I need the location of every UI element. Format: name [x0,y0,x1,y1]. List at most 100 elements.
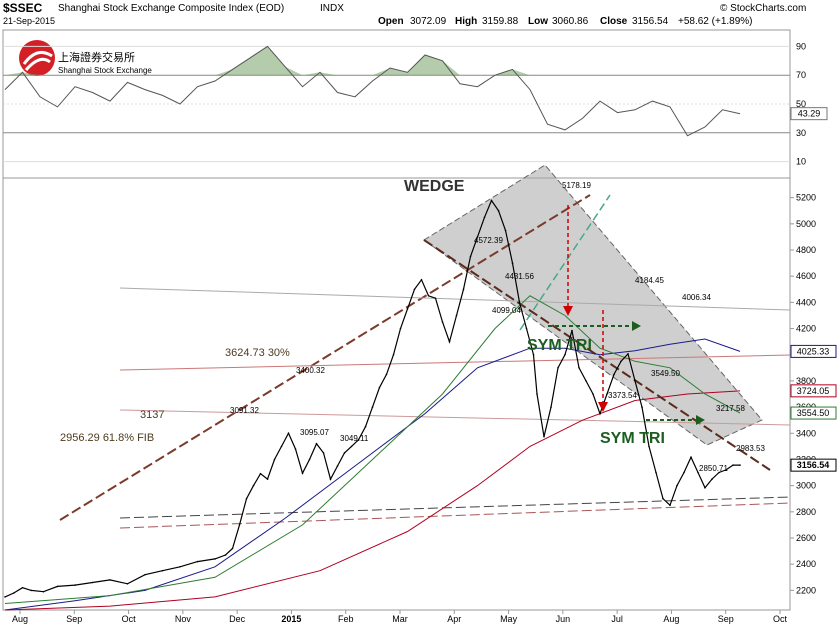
low-label: Low [528,16,548,27]
trendline-gray-3 [119,409,791,426]
point-price-61 [543,435,545,438]
point-price-89 [739,464,741,466]
point-price-73 [627,353,629,355]
rsi-tick-label-10: 10 [796,157,806,167]
y-tick-label-4200: 4200 [796,324,816,334]
x-label-13: Sep [718,614,734,624]
point-price-37 [378,386,381,389]
point-price-75 [641,406,643,408]
point-price-57 [518,301,521,304]
point-price-29 [322,452,325,454]
point-price-74 [634,380,636,382]
point-price-54 [497,209,500,212]
point-price-4 [42,590,45,593]
red-arrow-2-head [598,402,608,412]
point-price-69 [599,412,601,415]
point-price-84 [704,487,706,489]
x-label-1: Sep [66,614,82,624]
rsi-last-box [790,107,828,121]
point-price-82 [690,456,692,459]
point-price-67 [585,380,587,382]
chart-layers: 2200240026002800300032003400360038004000… [3,41,837,624]
point-price-47 [448,341,451,343]
trendline-gray-1 [119,287,791,311]
high-value: 3159.88 [482,16,519,27]
point-price-43 [420,279,423,281]
close-value: 3156.54 [632,16,669,27]
open-label: Open [378,16,404,27]
point-price-42 [413,288,416,291]
sse-logo-swoosh-icon [22,50,53,72]
red-arrow-1-head [563,306,573,316]
label-3549: 3549.50 [651,369,680,378]
point-price-65 [571,329,573,332]
y-tick-label-4800: 4800 [796,245,816,255]
point-price-68 [592,393,594,395]
y-tick-label-2400: 2400 [796,559,816,569]
label-2983: 2983.53 [736,444,765,453]
point-price-70 [606,393,608,395]
y-tick-label-5200: 5200 [796,193,816,203]
x-label-10: Jun [556,614,571,624]
point-price-55 [504,229,507,232]
point-price-58 [525,327,528,330]
x-label-6: Feb [338,614,354,624]
fib-30-label: 3624.73 30% [225,347,290,359]
point-price-78 [662,497,664,500]
point-price-2 [21,586,24,589]
point-price-85 [711,478,713,480]
point-price-83 [697,471,699,474]
point-price-22 [273,458,276,461]
label-5178: 5178.19 [562,181,591,190]
point-price-17 [238,524,241,526]
point-price-39 [392,353,395,356]
point-price-27 [308,458,311,461]
point-price-44 [427,295,430,297]
green-arrow-1-head [632,321,641,331]
level-3137-label: 3137 [140,409,164,421]
price-point-labels: 5178.19 4572.39 4431.56 4099.04 4184.45 … [230,181,765,473]
y-tick-label-3000: 3000 [796,481,816,491]
rsi-last-value: 43.29 [798,109,821,119]
label-4184: 4184.45 [635,276,664,285]
green-arrow-2-head [696,415,705,425]
logo-en-text: Shanghai Stock Exchange [58,66,152,75]
close-label: Close [600,16,628,27]
point-price-88 [732,464,734,466]
last-value-box-price [790,458,837,472]
point-price-49 [462,288,465,291]
x-label-2: Oct [122,614,137,624]
point-price-46 [441,321,444,323]
point-price-9 [126,583,129,585]
x-label-8: Apr [447,614,461,624]
point-price-8 [109,579,111,581]
point-price-64 [564,353,566,356]
label-2850: 2850.71 [699,464,728,473]
change-value: +58.62 (+1.89%) [678,16,753,27]
open-value: 3072.09 [410,16,447,27]
point-price-40 [399,327,402,330]
last-value-box-ma_green [790,406,837,420]
point-price-25 [294,448,297,450]
point-price-20 [259,472,262,475]
point-price-28 [315,442,318,445]
ohlc-readout: Open 3072.09 High 3159.88 Low 3060.86 Cl… [378,16,753,27]
point-price-41 [406,308,409,310]
series-ma_red [4,390,741,611]
point-price-81 [683,471,685,474]
fib-618-label: 2956.29 61.8% FIB [60,432,154,444]
y-tick-label-3400: 3400 [796,428,816,438]
point-price-45 [434,297,437,300]
label-3091: 3091.32 [230,406,259,415]
y-tick-label-2600: 2600 [796,533,816,543]
point-price-80 [676,484,678,487]
point-price-34 [357,439,360,441]
arrows [548,205,705,425]
rsi-tick-label-30: 30 [796,128,806,138]
last-value-box-ma_red [790,384,837,398]
label-4572: 4572.39 [474,236,503,245]
point-price-24 [287,432,290,435]
point-price-53 [490,199,493,202]
x-label-5: 2015 [281,614,301,624]
